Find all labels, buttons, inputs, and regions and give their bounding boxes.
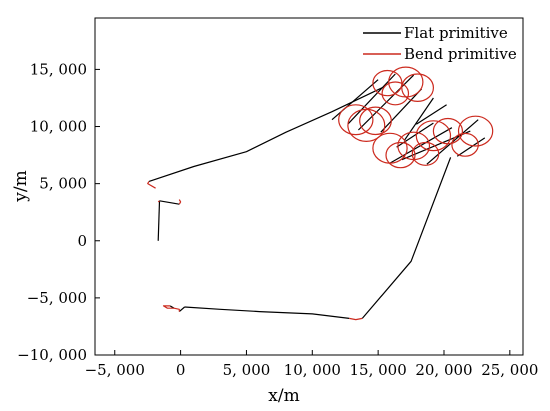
y-tick-label: 5, 000: [39, 175, 87, 193]
turn-loop: [359, 106, 392, 136]
path-segment: [178, 306, 185, 313]
turn-loop: [432, 117, 463, 145]
path-segment: [331, 79, 379, 121]
path-segment: [347, 73, 396, 125]
path-segment: [147, 181, 156, 189]
path-segment: [159, 200, 180, 205]
path-segment: [404, 97, 434, 141]
y-axis-label: y/m: [11, 170, 31, 202]
legend: Flat primitive Bend primitive: [363, 24, 517, 63]
legend-label-bend-primitive: Bend primitive: [404, 45, 517, 63]
path-segment: [184, 306, 350, 319]
path-segment: [349, 317, 363, 321]
x-tick-label: 15, 000: [350, 361, 407, 379]
y-tick-label: −10, 000: [17, 346, 87, 364]
path-segment: [162, 305, 174, 309]
turn-loop: [415, 120, 452, 152]
path-segment: [173, 307, 180, 312]
x-tick-label: 20, 000: [415, 361, 472, 379]
x-tick-label: 0: [176, 361, 186, 379]
series-bend-primitive: [147, 66, 494, 321]
path-segment: [415, 104, 447, 125]
turn-loop: [385, 141, 416, 169]
turn-loop: [338, 104, 374, 136]
turn-loop: [401, 73, 435, 102]
turn-loop: [372, 132, 408, 164]
path-segment: [456, 137, 486, 157]
x-axis-label: x/m: [268, 386, 299, 406]
path-segment: [178, 199, 182, 205]
path-segment: [396, 122, 434, 148]
turn-loop: [451, 132, 479, 157]
series-layer: [147, 66, 494, 321]
path-segment: [148, 85, 385, 182]
y-tick-label: 15, 000: [30, 60, 87, 78]
path-segment: [157, 200, 161, 241]
x-tick-label: 5, 000: [223, 361, 271, 379]
x-tick-label: −5, 000: [85, 361, 145, 379]
path-segment: [361, 157, 452, 319]
path-segment: [157, 200, 160, 203]
turn-loop: [411, 141, 440, 166]
y-tick-label: 0: [77, 232, 87, 250]
x-tick-label: 10, 000: [284, 361, 341, 379]
y-tick-label: 10, 000: [30, 118, 87, 136]
x-tick-label: 25, 000: [481, 361, 538, 379]
path-segment: [357, 74, 415, 131]
tick-layer: −5, 000 0 5, 000 10, 000 15, 000 20, 000 25, 0…: [17, 60, 538, 379]
legend-label-flat-primitive: Flat primitive: [404, 24, 508, 42]
y-tick-label: −5, 000: [27, 289, 87, 307]
plot-area-frame: [94, 17, 524, 356]
turn-loop: [457, 115, 494, 147]
turn-loop: [381, 81, 410, 106]
path-segment: [380, 88, 423, 133]
series-flat-primitive: [148, 73, 486, 319]
